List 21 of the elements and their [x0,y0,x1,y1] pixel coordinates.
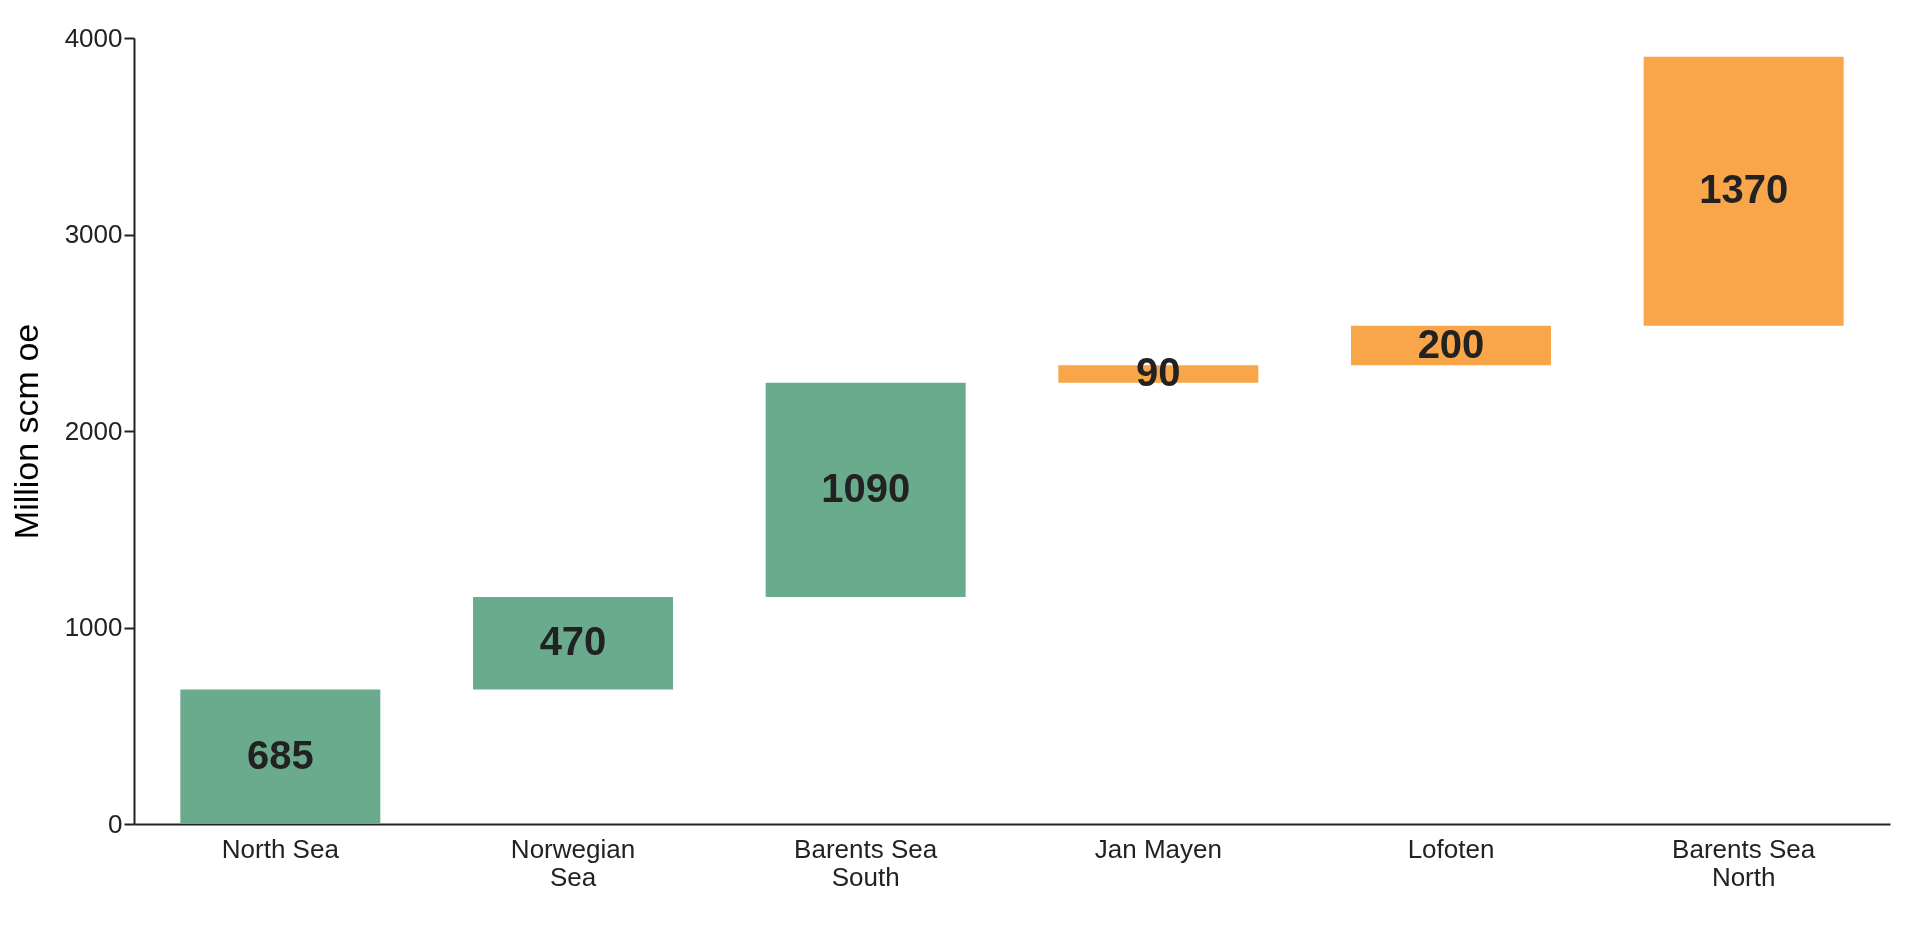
data-label: 685 [246,732,314,777]
y-axis-title: Million scm oe [6,323,45,540]
y-tick-label: 4000 [64,22,123,53]
y-tick-label: 2000 [64,415,123,446]
bar [180,689,381,824]
bar [765,382,966,598]
data-label: 200 [1417,321,1485,366]
x-tick-label: North Sea [221,833,340,864]
bar [473,597,673,690]
y-tick-label: 1000 [64,612,123,642]
x-tick-label: Norwegian Sea [510,833,636,892]
x-tick-label: Lofoten [1407,833,1495,864]
y-tick-label: 0 [108,808,123,839]
x-tick-label: Barents Sea South [794,833,938,892]
bar [1643,56,1844,326]
y-tick-label: 3000 [64,219,123,249]
data-label: 1370 [1699,167,1789,212]
data-label: 1090 [821,465,911,510]
data-label: 470 [539,619,607,664]
x-tick-label: Jan Mayen [1094,833,1222,864]
x-tick-label: Barents Sea North [1672,833,1816,892]
